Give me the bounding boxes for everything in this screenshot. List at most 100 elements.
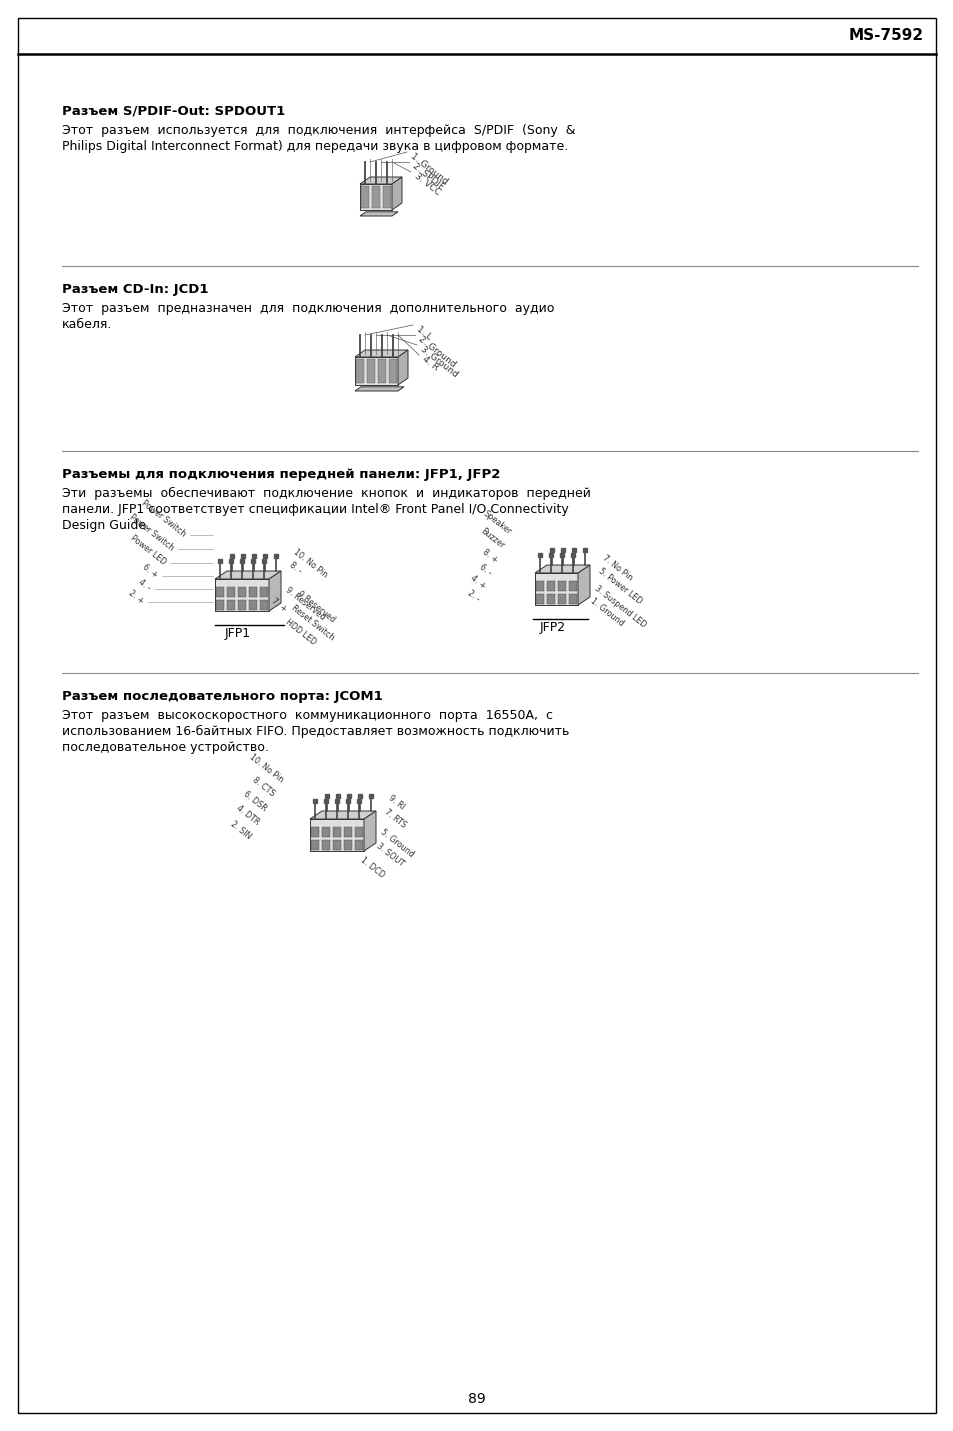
Text: 6. -: 6. -	[477, 562, 494, 578]
Text: последовательное устройство.: последовательное устройство.	[62, 741, 269, 754]
Text: Разъемы для подключения передней панели: JFP1, JFP2: Разъемы для подключения передней панели:…	[62, 468, 500, 481]
Text: 10. No Pin: 10. No Pin	[247, 753, 285, 784]
Text: 8. +: 8. +	[480, 547, 499, 565]
Text: кабеля.: кабеля.	[62, 318, 112, 331]
Text: 9. RI: 9. RI	[387, 793, 406, 811]
Bar	[546, 581, 555, 591]
Text: MS-7592: MS-7592	[848, 29, 923, 43]
Text: использованием 16-байтных FIFO. Предоставляет возможность подключить: использованием 16-байтных FIFO. Предоста…	[62, 726, 569, 738]
Polygon shape	[359, 177, 401, 185]
Bar	[344, 827, 352, 837]
Bar	[568, 594, 577, 604]
Polygon shape	[355, 386, 403, 391]
Text: 1. Ground: 1. Ground	[409, 152, 450, 186]
Polygon shape	[269, 571, 281, 611]
Text: 7. No Pin: 7. No Pin	[600, 554, 634, 582]
Text: Design Guide.: Design Guide.	[62, 519, 150, 532]
Text: 2. SIN: 2. SIN	[229, 819, 253, 840]
Bar	[536, 594, 543, 604]
Text: 7. +: 7. +	[270, 597, 289, 614]
Text: панели. JFP1 соответствует спецификации Intel® Front Panel I/O Connectivity: панели. JFP1 соответствует спецификации …	[62, 504, 568, 517]
Text: Power LED: Power LED	[129, 534, 168, 567]
Text: 4. +: 4. +	[469, 574, 487, 591]
Bar	[333, 827, 340, 837]
Bar	[215, 587, 224, 597]
Text: 3. Ground: 3. Ground	[418, 345, 459, 379]
Text: Этот  разъем  высокоскоростного  коммуникационного  порта  16550A,  с: Этот разъем высокоскоростного коммуникац…	[62, 708, 553, 723]
Text: Разъем CD-In: JCD1: Разъем CD-In: JCD1	[62, 283, 209, 296]
Polygon shape	[310, 819, 364, 851]
Text: 6. +: 6. +	[141, 562, 159, 580]
Bar	[382, 186, 391, 207]
Text: Разъем S/PDIF-Out: SPDOUT1: Разъем S/PDIF-Out: SPDOUT1	[62, 104, 285, 117]
Text: Power Switch: Power Switch	[140, 498, 188, 538]
Text: 6. DSR: 6. DSR	[242, 788, 269, 813]
Bar	[227, 600, 234, 610]
Polygon shape	[359, 212, 397, 216]
Bar	[322, 827, 330, 837]
Text: 2. +: 2. +	[127, 588, 146, 605]
Text: HDD LED: HDD LED	[284, 617, 318, 647]
Bar	[311, 840, 318, 850]
Bar	[260, 600, 268, 610]
Bar	[249, 587, 256, 597]
Text: 9 Reserved: 9 Reserved	[296, 590, 337, 624]
Text: 1. DCD: 1. DCD	[359, 856, 386, 880]
Bar	[568, 581, 577, 591]
Text: 9. Reserved: 9. Reserved	[284, 585, 327, 622]
Text: 1. L: 1. L	[415, 325, 434, 342]
Bar	[372, 186, 379, 207]
Text: Philips Digital Interconnect Format) для передачи звука в цифровом формате.: Philips Digital Interconnect Format) для…	[62, 140, 568, 153]
Bar	[227, 587, 234, 597]
Text: Buzzer: Buzzer	[478, 527, 505, 551]
Text: Power Switch: Power Switch	[128, 512, 175, 552]
Bar	[536, 581, 543, 591]
Bar	[260, 587, 268, 597]
Polygon shape	[214, 580, 269, 611]
Text: 8. CTS: 8. CTS	[251, 776, 276, 798]
Text: Reset Switch: Reset Switch	[290, 604, 335, 643]
Text: 4. -: 4. -	[137, 578, 152, 592]
Polygon shape	[214, 571, 281, 580]
Text: 1. Ground: 1. Ground	[589, 597, 625, 628]
Bar	[237, 587, 246, 597]
Text: Эти  разъемы  обеспечивают  подключение  кнопок  и  индикаторов  передней: Эти разъемы обеспечивают подключение кно…	[62, 487, 590, 499]
Text: JFP1: JFP1	[225, 627, 251, 640]
Bar	[355, 840, 363, 850]
Bar	[389, 359, 396, 384]
Text: 4. DTR: 4. DTR	[234, 803, 260, 827]
Text: 5. Power LED: 5. Power LED	[597, 567, 643, 605]
Bar	[360, 186, 369, 207]
Bar	[322, 840, 330, 850]
Polygon shape	[397, 351, 408, 385]
Text: 10. No Pin: 10. No Pin	[292, 548, 329, 580]
Polygon shape	[359, 185, 392, 210]
Text: Speaker: Speaker	[480, 509, 512, 537]
Text: 3. SOUT: 3. SOUT	[375, 841, 406, 869]
Bar	[311, 827, 318, 837]
Bar	[333, 840, 340, 850]
Polygon shape	[355, 351, 408, 356]
Bar	[558, 594, 565, 604]
Polygon shape	[364, 811, 375, 851]
Text: 5. Ground: 5. Ground	[379, 827, 416, 859]
Bar	[344, 840, 352, 850]
Bar	[367, 359, 375, 384]
Bar	[355, 827, 363, 837]
Text: 89: 89	[468, 1392, 485, 1407]
Bar	[377, 359, 386, 384]
Text: 2. -: 2. -	[465, 588, 481, 604]
Text: JFP2: JFP2	[539, 621, 565, 634]
Bar	[249, 600, 256, 610]
Polygon shape	[578, 565, 589, 605]
Text: Разъем последовательного порта: JCOM1: Разъем последовательного порта: JCOM1	[62, 690, 382, 703]
Text: 7. RTS: 7. RTS	[383, 807, 408, 830]
Polygon shape	[355, 356, 397, 385]
Polygon shape	[310, 811, 375, 819]
Polygon shape	[535, 565, 589, 572]
Text: 4. R: 4. R	[421, 355, 440, 372]
Bar	[237, 600, 246, 610]
Text: 8. -: 8. -	[288, 561, 304, 575]
Bar	[355, 359, 364, 384]
Polygon shape	[535, 572, 578, 605]
